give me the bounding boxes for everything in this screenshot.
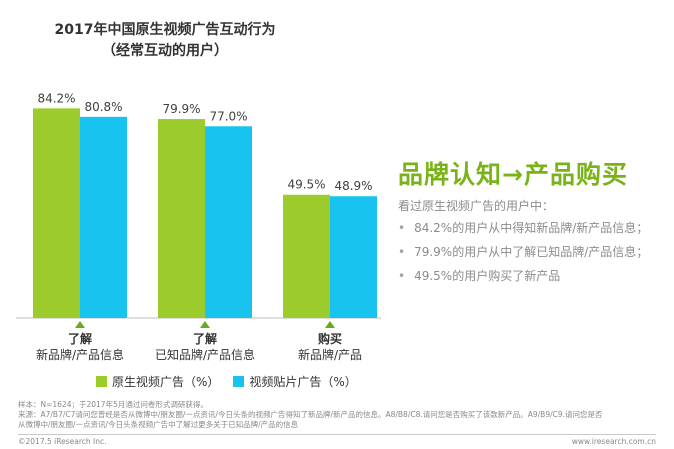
legend-item-native: 原生视频广告（%） bbox=[96, 373, 219, 390]
data-label: 79.9% bbox=[162, 102, 200, 116]
insight-item: 84.2%的用户从中得知新品牌/新产品信息； bbox=[398, 216, 648, 240]
bar-native-1 bbox=[158, 119, 205, 318]
data-label: 48.9% bbox=[334, 179, 372, 193]
category-label-bottom: 新品牌/产品 bbox=[298, 347, 362, 362]
chart-title-line1: 2017年中国原生视频广告互动行为 bbox=[54, 22, 276, 38]
data-label: 84.2% bbox=[37, 91, 75, 105]
category-label-bottom: 已知品牌/产品信息 bbox=[155, 347, 255, 362]
category-label-bottom: 新品牌/产品信息 bbox=[36, 347, 124, 362]
category-marker-icon bbox=[75, 321, 85, 328]
footnote-source: 来源：A7/B7/C7请问您曾经是否从微博中/朋友圈/一点资讯/今日头条的视频广… bbox=[18, 410, 603, 419]
legend: 原生视频广告（%） 视频贴片广告（%） bbox=[96, 373, 357, 390]
chart-title: 2017年中国原生视频广告互动行为 （经常互动的用户） bbox=[20, 20, 310, 62]
insight-intro: 看过原生视频广告的用户中： bbox=[398, 199, 555, 213]
bar-preroll-0 bbox=[80, 116, 127, 318]
category-label-top: 了解 bbox=[68, 331, 92, 346]
legend-label-preroll: 视频贴片广告（%） bbox=[249, 375, 357, 389]
data-label: 80.8% bbox=[84, 100, 122, 114]
copyright: ©2017.5 iResearch Inc. bbox=[18, 437, 107, 446]
chart-title-line2: （经常互动的用户） bbox=[102, 43, 228, 59]
data-label: 77.0% bbox=[209, 109, 247, 123]
bar-native-0 bbox=[33, 108, 80, 318]
legend-label-native: 原生视频广告（%） bbox=[112, 375, 220, 389]
footer-divider bbox=[18, 434, 656, 435]
category-label-top: 了解 bbox=[193, 331, 217, 346]
footnote-source-cont: 从微博中/朋友圈/一点资讯/今日头条视频广告中了解过更多关于已知品牌/产品的信息 bbox=[18, 420, 299, 429]
category-marker-icon bbox=[325, 321, 335, 328]
bar-preroll-1 bbox=[205, 126, 252, 319]
insight-item: 49.5%的用户购买了新产品 bbox=[398, 264, 648, 288]
legend-swatch-preroll bbox=[233, 376, 245, 387]
site-url: www.iresearch.com.cn bbox=[571, 437, 656, 446]
insight-list: 84.2%的用户从中得知新品牌/新产品信息； 79.9%的用户从中了解已知品牌/… bbox=[398, 216, 648, 288]
data-label: 49.5% bbox=[287, 178, 325, 192]
category-label-top: 购买 bbox=[318, 331, 342, 346]
legend-item-preroll: 视频贴片广告（%） bbox=[233, 373, 357, 390]
legend-swatch-native bbox=[96, 376, 107, 387]
footnote: 样本：N=1624；于2017年5月通过问卷形式调研获得。 来源：A7/B7/C… bbox=[18, 400, 658, 430]
insight-title: 品牌认知→产品购买 bbox=[398, 160, 628, 189]
bar-preroll-2 bbox=[330, 196, 377, 318]
bar-native-2 bbox=[283, 194, 330, 318]
footnote-sample: 样本：N=1624；于2017年5月通过问卷形式调研获得。 bbox=[18, 400, 208, 409]
insight-item: 79.9%的用户从中了解已知品牌/产品信息； bbox=[398, 240, 648, 264]
category-marker-icon bbox=[200, 321, 210, 328]
